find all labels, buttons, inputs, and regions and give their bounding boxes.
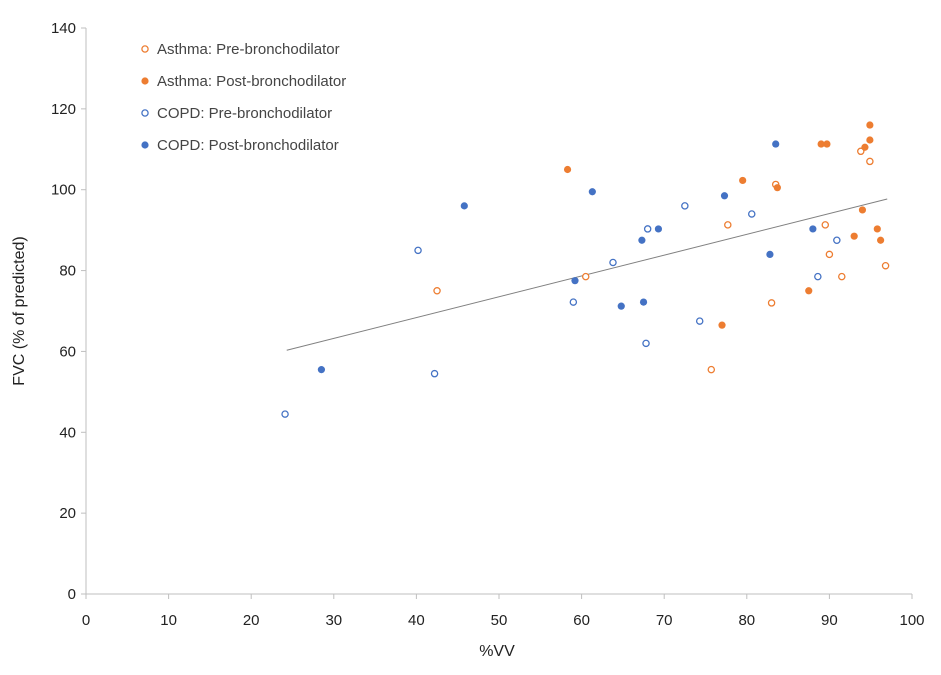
data-point xyxy=(825,250,834,259)
data-point xyxy=(569,298,578,306)
legend-item: Asthma: Pre-bronchodilator xyxy=(141,41,340,58)
x-tick-label: 30 xyxy=(325,612,342,629)
x-tick-label: 50 xyxy=(491,612,508,629)
data-point xyxy=(766,250,774,258)
data-point xyxy=(720,192,729,200)
data-point xyxy=(866,121,874,129)
data-point xyxy=(873,225,881,233)
y-axis-title: FVC (% of predicted) xyxy=(11,236,28,385)
data-point xyxy=(881,261,890,270)
data-point xyxy=(654,225,663,233)
data-point xyxy=(707,365,716,374)
data-point xyxy=(739,176,747,185)
x-tick-label: 0 xyxy=(82,612,90,629)
legend-item: Asthma: Post-bronchodilator xyxy=(141,73,346,90)
data-point xyxy=(814,272,822,281)
data-point xyxy=(767,299,776,307)
x-tick-label: 40 xyxy=(408,612,425,629)
x-tick-label: 20 xyxy=(243,612,260,629)
x-tick-label: 10 xyxy=(160,612,177,629)
legend-label: Asthma: Post-bronchodilator xyxy=(157,73,346,90)
data-point xyxy=(638,236,646,244)
y-tick-label: 60 xyxy=(59,343,76,360)
data-point xyxy=(581,272,590,281)
data-point xyxy=(866,157,874,166)
data-point xyxy=(588,188,596,196)
data-point xyxy=(609,258,617,267)
x-tick-label: 90 xyxy=(821,612,838,629)
legend-marker xyxy=(141,45,149,53)
legend-marker xyxy=(141,109,149,117)
y-tick-label: 80 xyxy=(59,263,76,280)
y-tick-label: 120 xyxy=(51,101,76,118)
data-point xyxy=(823,140,831,148)
axes: 0 20 40 60 80 100 120 140 0 10 20 30 40 50 60 70 80 90 100 xyxy=(51,20,925,629)
y-tick-label: 20 xyxy=(59,505,76,522)
legend-marker xyxy=(141,141,149,149)
data-point xyxy=(430,369,439,378)
legend-item: COPD: Post-bronchodilator xyxy=(141,137,339,154)
data-point xyxy=(805,287,813,295)
data-point xyxy=(850,232,858,240)
data-point xyxy=(642,339,650,348)
series-3 xyxy=(281,202,841,418)
data-point xyxy=(317,366,326,374)
points-group xyxy=(281,121,890,418)
data-point xyxy=(838,272,846,281)
data-point xyxy=(748,210,756,218)
data-point xyxy=(821,221,830,229)
series-4 xyxy=(317,140,817,374)
x-tick-label: 60 xyxy=(573,612,590,629)
data-point xyxy=(281,410,289,418)
data-point xyxy=(718,321,726,329)
data-point xyxy=(563,165,572,174)
data-point xyxy=(858,206,867,214)
x-tick-label: 70 xyxy=(656,612,673,629)
data-point xyxy=(809,225,817,233)
data-point xyxy=(773,184,781,192)
x-tick-label: 100 xyxy=(899,612,924,629)
y-tick-label: 0 xyxy=(68,586,76,603)
data-point xyxy=(617,302,625,310)
legend-label: COPD: Post-bronchodilator xyxy=(157,137,339,154)
data-point xyxy=(833,236,841,244)
data-point xyxy=(681,202,689,210)
data-point xyxy=(877,236,885,244)
legend-label: Asthma: Pre-bronchodilator xyxy=(157,41,340,58)
data-point xyxy=(639,298,648,306)
data-point xyxy=(414,246,422,255)
legend-item: COPD: Pre-bronchodilator xyxy=(141,105,332,122)
series-1 xyxy=(433,147,890,374)
data-point xyxy=(817,140,825,148)
data-point xyxy=(643,225,652,233)
data-point xyxy=(724,221,732,229)
y-tick-label: 140 xyxy=(51,20,76,37)
data-point xyxy=(695,317,704,325)
legend: Asthma: Pre-bronchodilator Asthma: Post-b… xyxy=(141,41,346,154)
legend-marker xyxy=(141,77,149,85)
legend-label: COPD: Pre-bronchodilator xyxy=(157,105,332,122)
series-2 xyxy=(563,121,885,329)
data-point xyxy=(433,287,441,295)
data-point xyxy=(772,140,780,148)
y-tick-label: 40 xyxy=(59,424,76,441)
data-point xyxy=(861,143,869,151)
x-tick-label: 80 xyxy=(738,612,755,629)
data-point xyxy=(866,136,874,144)
data-point xyxy=(460,202,468,210)
data-point xyxy=(571,277,579,285)
y-tick-label: 100 xyxy=(51,182,76,199)
x-axis-title: %VV xyxy=(479,643,515,660)
